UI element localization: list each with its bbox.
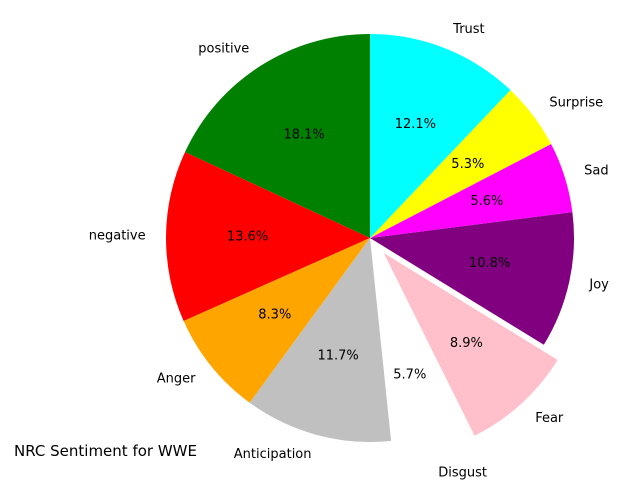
pct-label-joy: 10.8% [469, 256, 510, 271]
pct-label-positive: 18.1% [283, 127, 324, 142]
category-label-disgust: Disgust [438, 466, 487, 480]
category-label-trust: Trust [452, 22, 484, 37]
slice-negative [165, 152, 370, 321]
category-label-negative: negative [89, 229, 146, 244]
slice-anticipation [249, 238, 392, 442]
pct-label-trust: 12.1% [395, 117, 436, 132]
category-labels: positive negative Anger Anticipation Disgust… [89, 22, 609, 480]
slice-anger [183, 238, 370, 403]
pct-label-anger: 8.3% [258, 307, 291, 322]
category-label-anticipation: Anticipation [234, 447, 312, 462]
slice-disgust [375, 257, 467, 461]
category-label-positive: positive [198, 41, 249, 56]
slice-positive [184, 34, 370, 238]
percentage-labels: 18.1% 13.6% 8.3% 11.7% 5.7% 8.9% 10.8% 5.6% 5.3%… [227, 117, 510, 383]
chart-title: NRC Sentiment for WWE [14, 442, 197, 460]
pct-label-disgust: 5.7% [393, 368, 426, 383]
category-label-sad: Sad [584, 164, 608, 179]
slice-joy [370, 212, 574, 345]
slice-sad [370, 144, 573, 238]
slice-trust [370, 34, 511, 238]
category-label-surprise: Surprise [549, 96, 603, 111]
category-label-fear: Fear [535, 411, 564, 426]
slice-fear [383, 253, 558, 436]
pct-label-surprise: 5.3% [451, 157, 484, 172]
pct-label-anticipation: 11.7% [317, 349, 358, 364]
pct-label-sad: 5.6% [470, 194, 503, 209]
pie-slices [165, 34, 574, 461]
pct-label-fear: 8.9% [450, 336, 483, 351]
category-label-joy: Joy [588, 278, 609, 293]
category-label-anger: Anger [157, 372, 196, 387]
slice-surprise [370, 90, 552, 239]
pct-label-negative: 13.6% [227, 230, 268, 245]
